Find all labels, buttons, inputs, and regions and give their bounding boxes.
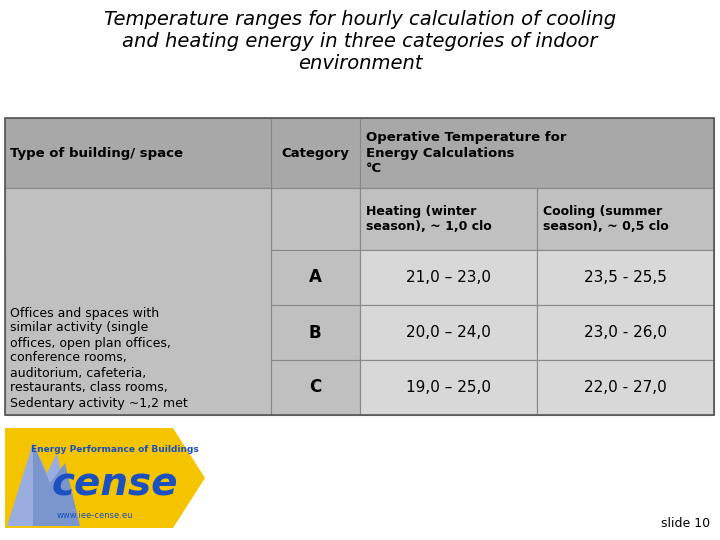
Bar [536, 188, 714, 250]
Bar [271, 250, 359, 305]
Text: 23,5 - 25,5: 23,5 - 25,5 [584, 270, 667, 285]
Bar [271, 360, 359, 415]
Bar [271, 188, 359, 250]
Bar [359, 188, 536, 250]
Text: Type of building/ space: Type of building/ space [10, 146, 183, 159]
Text: Offices and spaces with
similar activity (single
offices, open plan offices,
con: Offices and spaces with similar activity… [10, 307, 188, 409]
Text: Energy Performance of Buildings: Energy Performance of Buildings [31, 446, 199, 455]
Bar [5, 118, 714, 415]
Bar [359, 118, 714, 188]
Text: 19,0 – 25,0: 19,0 – 25,0 [405, 380, 490, 395]
Bar [5, 188, 271, 415]
Text: Category: Category [282, 146, 349, 159]
Bar [5, 118, 271, 188]
Bar [359, 305, 536, 360]
Text: cense: cense [52, 465, 179, 503]
Text: 21,0 – 23,0: 21,0 – 23,0 [405, 270, 490, 285]
Text: Heating (winter
season), ~ 1,0 clo: Heating (winter season), ~ 1,0 clo [366, 205, 491, 233]
Text: Cooling (summer
season), ~ 0,5 clo: Cooling (summer season), ~ 0,5 clo [543, 205, 668, 233]
Bar [5, 188, 271, 250]
Bar [536, 360, 714, 415]
Bar [536, 250, 714, 305]
Bar [271, 305, 359, 360]
Text: B: B [309, 323, 322, 341]
Polygon shape [33, 443, 80, 526]
Bar [359, 360, 536, 415]
Text: 20,0 – 24,0: 20,0 – 24,0 [405, 325, 490, 340]
Bar [271, 118, 359, 188]
Bar [536, 305, 714, 360]
Text: C: C [309, 379, 321, 396]
Text: Operative Temperature for
Energy Calculations
°C: Operative Temperature for Energy Calcula… [366, 132, 566, 174]
Text: 23,0 - 26,0: 23,0 - 26,0 [584, 325, 667, 340]
Text: slide 10: slide 10 [661, 517, 710, 530]
Bar [5, 428, 205, 528]
Text: A: A [309, 268, 322, 287]
Text: Temperature ranges for hourly calculation of cooling
and heating energy in three: Temperature ranges for hourly calculatio… [104, 10, 616, 73]
Text: www.iee-cense.eu: www.iee-cense.eu [57, 511, 133, 521]
Polygon shape [7, 443, 73, 526]
Polygon shape [5, 428, 205, 528]
Bar [359, 250, 536, 305]
Text: 22,0 - 27,0: 22,0 - 27,0 [584, 380, 667, 395]
